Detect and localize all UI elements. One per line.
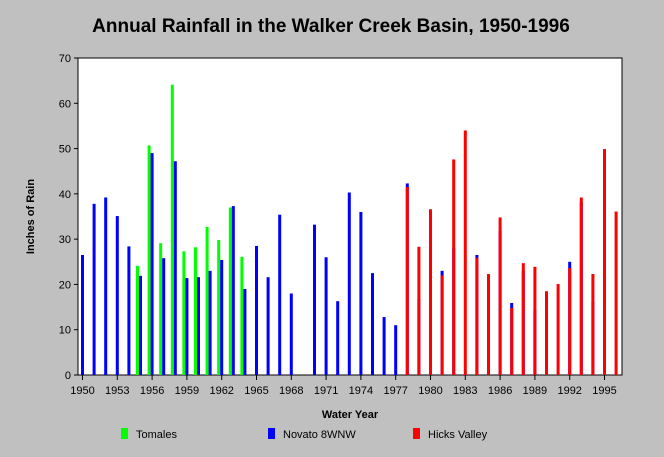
x-tick-label: 1971 <box>314 385 338 397</box>
y-tick-label: 10 <box>59 325 71 337</box>
series-tomales <box>136 84 244 376</box>
legend-label: Hicks Valley <box>428 429 488 441</box>
x-tick-label: 1962 <box>209 385 233 397</box>
bars <box>81 84 618 376</box>
y-axis-label: Inches of Rain <box>25 179 37 254</box>
bar <box>92 203 96 375</box>
bar <box>266 277 270 375</box>
bar <box>417 246 421 375</box>
bar <box>324 257 328 375</box>
bar <box>150 153 154 375</box>
bar <box>173 161 177 375</box>
bar <box>278 214 282 375</box>
x-tick-label: 1974 <box>349 385 373 397</box>
x-tick-label: 1989 <box>523 385 547 397</box>
bar <box>231 206 235 375</box>
bar <box>510 307 514 375</box>
bar <box>440 275 444 375</box>
bar <box>228 207 232 375</box>
bar <box>197 277 200 375</box>
bar <box>371 273 374 375</box>
bar <box>498 217 502 375</box>
bar <box>405 187 409 375</box>
x-tick-label: 1950 <box>70 385 94 397</box>
bar <box>533 266 537 375</box>
x-tick-label: 1977 <box>383 385 407 397</box>
bar <box>162 258 166 375</box>
bar <box>127 246 131 375</box>
bar <box>255 245 258 375</box>
bar <box>475 257 479 375</box>
bar <box>336 301 340 375</box>
bar <box>182 251 186 375</box>
y-tick-label: 50 <box>59 144 71 156</box>
bar <box>217 240 221 375</box>
x-tick-label: 1959 <box>175 385 199 397</box>
bar <box>147 145 151 375</box>
y-tick-label: 30 <box>59 234 71 246</box>
bar <box>579 197 583 375</box>
bar <box>289 293 293 375</box>
y-tick-label: 70 <box>59 53 71 65</box>
legend-swatch <box>268 428 275 439</box>
bar <box>568 268 572 375</box>
x-tick-label: 1980 <box>418 385 442 397</box>
x-tick-label: 1956 <box>140 385 164 397</box>
bar <box>603 149 606 375</box>
bar <box>556 283 560 375</box>
chart-title: Annual Rainfall in the Walker Creek Basi… <box>92 16 570 37</box>
bar <box>614 211 618 375</box>
x-tick-label: 1986 <box>488 385 512 397</box>
legend: Tomales Novato 8WNW Hicks Valley <box>121 428 488 441</box>
bar <box>205 226 209 375</box>
x-tick-label: 1953 <box>105 385 129 397</box>
legend-label: Tomales <box>136 429 177 441</box>
y-axis: 0 10 20 30 40 50 60 70 <box>59 53 78 382</box>
series-hicks-valley <box>405 130 618 375</box>
bar <box>170 84 174 376</box>
legend-swatch <box>121 428 128 439</box>
y-tick-label: 0 <box>65 370 71 382</box>
y-tick-label: 60 <box>59 98 71 110</box>
x-tick-label: 1983 <box>453 385 477 397</box>
bar <box>591 274 595 375</box>
bar <box>347 192 351 375</box>
bar <box>240 256 244 375</box>
y-tick-label: 20 <box>59 279 71 291</box>
bar <box>220 259 224 375</box>
x-axis: 1950 1953 1956 1959 1962 1965 1968 1971 1974 1977… <box>70 375 617 397</box>
bar <box>208 270 212 375</box>
x-tick-label: 1992 <box>557 385 581 397</box>
bar <box>382 317 386 375</box>
bar <box>243 288 247 375</box>
x-axis-label: Water Year <box>322 409 379 421</box>
bar <box>545 291 548 375</box>
x-tick-label: 1965 <box>244 385 268 397</box>
y-tick-label: 40 <box>59 189 71 201</box>
bar <box>81 254 84 375</box>
bar <box>194 247 197 375</box>
x-tick-label: 1995 <box>592 385 616 397</box>
bar <box>463 130 467 375</box>
x-tick-label: 1968 <box>279 385 303 397</box>
legend-label: Novato 8WNW <box>283 429 356 441</box>
bar <box>136 265 139 375</box>
bar <box>487 274 490 375</box>
bar <box>313 224 316 375</box>
bar <box>159 243 163 375</box>
bar <box>359 211 363 375</box>
bar <box>452 159 456 375</box>
bar <box>521 263 525 375</box>
bar <box>394 325 398 375</box>
bar <box>139 275 142 375</box>
bar <box>185 278 189 375</box>
legend-swatch <box>413 428 420 439</box>
bar <box>104 197 108 375</box>
bar <box>429 209 432 375</box>
bar <box>115 216 119 375</box>
